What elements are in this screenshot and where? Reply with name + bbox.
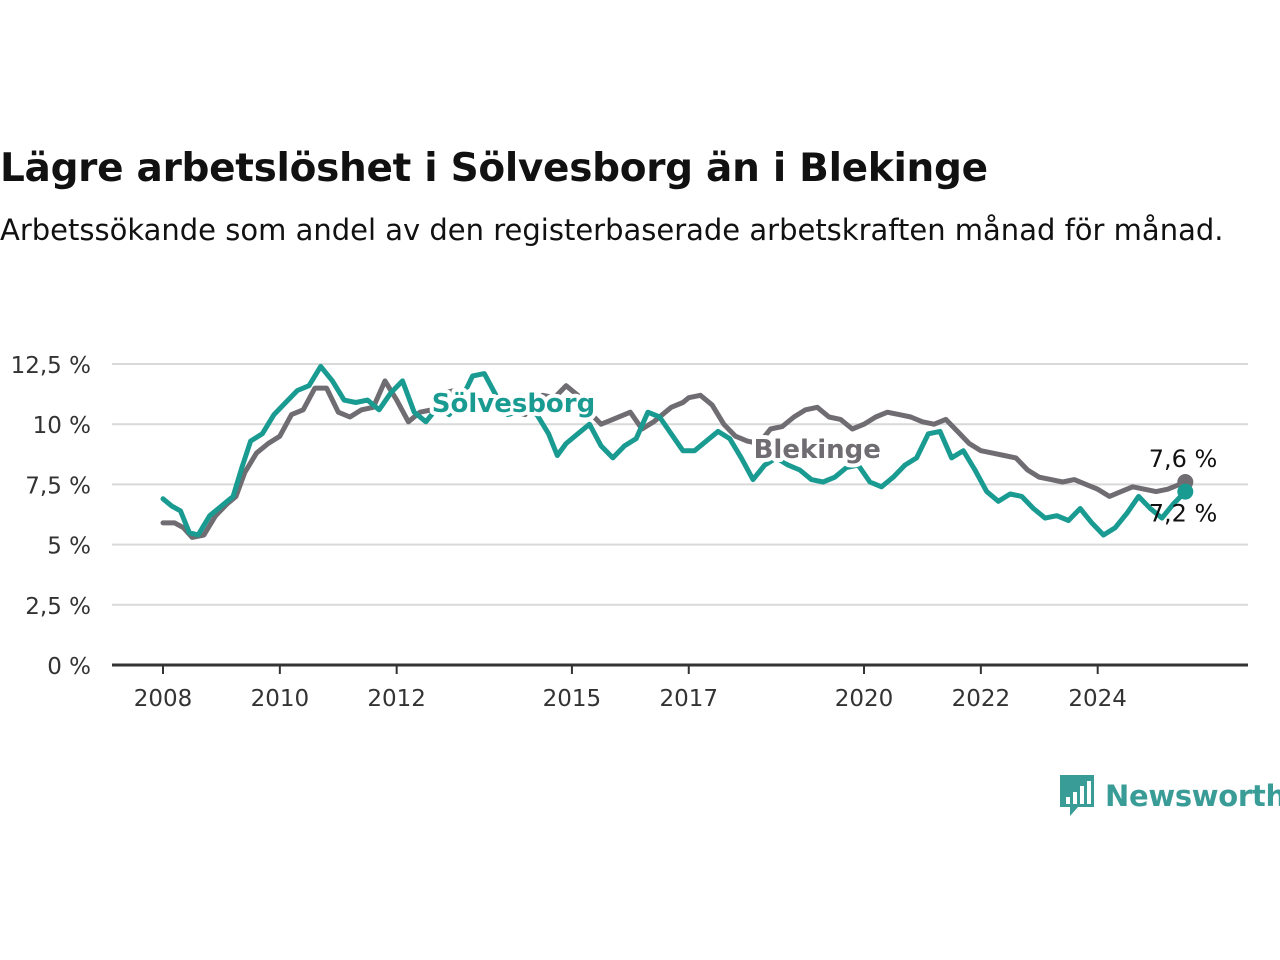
x-axis-ticks: 2008 2010 2012 2015 2017 2020 2022 2024 [134, 665, 1127, 712]
brand-name: Newsworthy [1105, 779, 1280, 813]
y-tick-label: 5 % [47, 534, 91, 560]
inline-labels: Sölvesborg Blekinge 7,6 % 7,2 % [428, 385, 1218, 528]
x-tick-label: 2015 [543, 686, 602, 712]
grid-lines [112, 363, 1248, 606]
y-tick-label: 10 % [33, 413, 91, 439]
series-label-solvesborg: Sölvesborg [432, 389, 595, 419]
x-tick-label: 2020 [835, 686, 894, 712]
chart-title: Lägre arbetslöshet i Sölvesborg än i Ble… [0, 146, 988, 191]
x-tick-label: 2008 [134, 686, 193, 712]
x-tick-label: 2022 [952, 686, 1011, 712]
series-label-blekinge: Blekinge [754, 435, 881, 465]
x-tick-label: 2010 [251, 686, 310, 712]
series-lines [160, 363, 1194, 540]
x-tick-label: 2017 [659, 686, 718, 712]
y-axis-tick-labels: 0 % 2,5 % 5 % 7,5 % 10 % 12,5 % [11, 353, 91, 680]
newsworthy-logo: Newsworthy [1058, 773, 1280, 819]
y-tick-label: 2,5 % [25, 594, 91, 620]
newsworthy-logo-icon [1060, 775, 1094, 816]
end-marker-sölvesborg [1177, 483, 1194, 500]
chart-subtitle: Arbetssökande som andel av den registerb… [0, 213, 1224, 247]
series-line-sölvesborg [160, 363, 1188, 538]
y-tick-label: 0 % [47, 654, 91, 680]
x-tick-label: 2012 [367, 686, 426, 712]
end-value-solvesborg: 7,2 % [1149, 500, 1218, 528]
x-tick-label: 2024 [1068, 686, 1127, 712]
y-tick-label: 7,5 % [25, 473, 91, 499]
series-line-blekinge [160, 378, 1188, 540]
end-value-blekinge: 7,6 % [1149, 445, 1218, 473]
y-tick-label: 12,5 % [11, 353, 91, 379]
